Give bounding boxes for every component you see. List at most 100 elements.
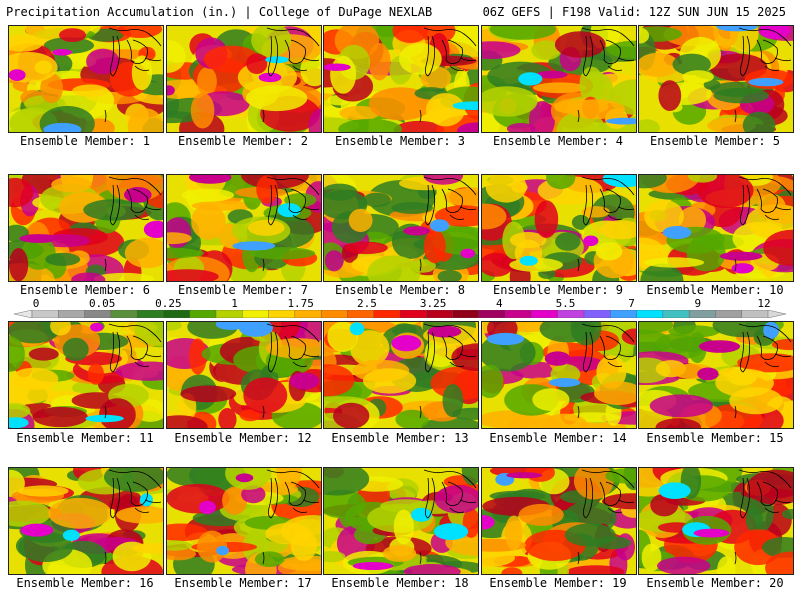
color-scale-swatch	[399, 310, 427, 318]
color-scale-swatch	[504, 310, 533, 318]
great-lakes-outline	[266, 323, 320, 373]
ensemble-member-label: Ensemble Member: 20	[646, 576, 784, 590]
great-lakes-outline	[108, 27, 162, 77]
color-scale-tick-label: 1	[231, 297, 238, 310]
color-scale-swatch	[268, 310, 296, 318]
ensemble-member-label: Ensemble Member: 16	[16, 576, 154, 590]
color-scale-tick-label: 12	[757, 297, 771, 310]
ensemble-member-map	[8, 467, 164, 575]
ensemble-member-map	[8, 174, 164, 282]
color-scale-swatch	[110, 310, 138, 318]
ensemble-member-label: Ensemble Member: 11	[16, 431, 154, 445]
great-lakes-outline	[108, 469, 162, 519]
ensemble-member-label: Ensemble Member: 17	[174, 576, 312, 590]
map-title: Precipitation Accumulation (in.) | Colle…	[6, 5, 433, 19]
ensemble-member-label: Ensemble Member: 4	[492, 134, 624, 148]
color-scale-swatch	[163, 310, 191, 318]
color-scale-swatch	[688, 310, 717, 318]
ensemble-member-map	[323, 174, 479, 282]
great-lakes-outline	[423, 469, 477, 519]
great-lakes-outline	[581, 176, 635, 226]
great-lakes-outline	[108, 323, 162, 373]
color-scale-swatch	[294, 310, 322, 318]
color-scale-swatch	[767, 310, 786, 318]
ensemble-member-map	[481, 174, 637, 282]
great-lakes-outline	[738, 27, 792, 77]
ensemble-member-map	[481, 25, 637, 133]
color-scale-swatch	[636, 310, 664, 318]
ensemble-member-label: Ensemble Member: 13	[331, 431, 469, 445]
ensemble-member-map	[481, 467, 637, 575]
ensemble-member-label: Ensemble Member: 10	[646, 283, 784, 297]
great-lakes-outline	[738, 176, 792, 226]
color-scale-swatch	[373, 310, 401, 318]
color-scale-swatch	[583, 310, 611, 318]
ensemble-member-map	[166, 321, 322, 429]
ensemble-member-label: Ensemble Member: 6	[19, 283, 151, 297]
ensemble-member-map	[166, 174, 322, 282]
color-scale-swatch	[610, 310, 638, 318]
ensemble-member-map	[638, 321, 794, 429]
great-lakes-outline	[581, 469, 635, 519]
ensemble-member-map	[323, 25, 479, 133]
ensemble-member-label: Ensemble Member: 2	[177, 134, 309, 148]
ensemble-member-label: Ensemble Member: 12	[174, 431, 312, 445]
color-scale-swatch	[14, 310, 33, 318]
ensemble-member-map	[166, 467, 322, 575]
color-scale-swatch	[136, 310, 165, 318]
color-scale-swatch	[84, 310, 112, 318]
great-lakes-outline	[738, 469, 792, 519]
ensemble-member-map	[481, 321, 637, 429]
color-scale-tick-label: 0.05	[88, 297, 116, 310]
great-lakes-outline	[266, 27, 320, 77]
color-scale-tick-label: 1.75	[287, 297, 314, 310]
ensemble-member-label: Ensemble Member: 5	[649, 134, 781, 148]
great-lakes-outline	[266, 469, 320, 519]
ensemble-member-map	[638, 174, 794, 282]
color-scale-swatch	[452, 310, 480, 318]
color-scale-swatch	[715, 310, 743, 318]
ensemble-member-map	[323, 321, 479, 429]
ensemble-member-map	[638, 467, 794, 575]
color-scale-swatch	[662, 310, 690, 318]
color-scale-swatch	[242, 310, 270, 318]
great-lakes-outline	[581, 323, 635, 373]
ensemble-member-label: Ensemble Member: 19	[489, 576, 627, 590]
great-lakes-outline	[423, 323, 477, 373]
ensemble-member-label: Ensemble Member: 3	[334, 134, 466, 148]
color-scale-swatch	[31, 310, 59, 318]
valid-time: 06Z GEFS | F198 Valid: 12Z SUN JUN 15 20…	[482, 5, 786, 19]
color-scale-swatch	[557, 310, 585, 318]
great-lakes-outline	[108, 176, 162, 226]
great-lakes-outline	[423, 27, 477, 77]
color-scale-tick-label: 4	[495, 297, 503, 310]
color-scale-tick-label: 3.25	[419, 297, 447, 310]
ensemble-member-map	[323, 467, 479, 575]
color-scale-swatch	[347, 310, 375, 318]
color-scale-swatch	[215, 310, 243, 318]
ensemble-member-map	[166, 25, 322, 133]
color-scale-tick-label: 0.25	[155, 297, 182, 310]
color-scale-swatch	[478, 310, 506, 318]
ensemble-member-label: Ensemble Member: 18	[331, 576, 469, 590]
color-scale-swatch	[531, 310, 559, 318]
color-scale-swatch	[320, 310, 349, 318]
color-scale-bar	[14, 310, 786, 318]
ensemble-member-map	[638, 25, 794, 133]
ensemble-member-label: Ensemble Member: 14	[489, 431, 627, 445]
ensemble-member-label: Ensemble Member: 1	[19, 134, 151, 148]
ensemble-member-label: Ensemble Member: 9	[492, 283, 624, 297]
ensemble-member-map	[8, 25, 164, 133]
great-lakes-outline	[423, 176, 477, 226]
color-scale-tick-label: 0	[32, 297, 40, 310]
great-lakes-outline	[266, 176, 320, 226]
great-lakes-outline	[581, 27, 635, 77]
color-scale-swatch	[426, 310, 454, 318]
color-scale-tick-label: 2.5	[356, 297, 377, 310]
ensemble-member-label: Ensemble Member: 15	[646, 431, 784, 445]
color-scale-swatch	[741, 310, 769, 318]
great-lakes-outline	[738, 323, 792, 373]
color-scale-tick-label: 9	[694, 297, 702, 310]
ensemble-member-label: Ensemble Member: 7	[177, 283, 309, 297]
ensemble-member-map	[8, 321, 164, 429]
